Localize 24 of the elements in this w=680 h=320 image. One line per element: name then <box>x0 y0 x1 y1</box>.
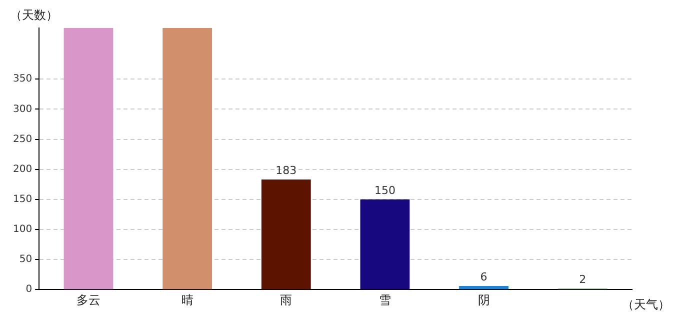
y-tick-label: 0 <box>26 284 32 296</box>
y-tick-label: 350 <box>12 74 32 85</box>
bar <box>162 28 212 290</box>
y-axis-title: （天数） <box>10 8 58 22</box>
bar <box>459 286 508 290</box>
data-label: 150 <box>374 184 396 197</box>
y-tick-label: 50 <box>19 254 32 266</box>
bar <box>64 28 114 290</box>
x-tick-label: 多云 <box>76 292 100 307</box>
bar <box>360 199 410 290</box>
data-label: 2 <box>579 272 586 286</box>
x-tick-label: 晴 <box>181 292 194 307</box>
data-label: 6 <box>480 270 488 284</box>
y-tick-label: 250 <box>12 134 32 145</box>
x-tick-label: 雪 <box>378 292 391 307</box>
y-tick-label: 200 <box>12 164 32 175</box>
y-tick-label: 300 <box>12 104 32 115</box>
x-tick-label: 雨 <box>280 292 292 307</box>
x-axis-title: （天气） <box>622 298 670 312</box>
y-tick-label: 150 <box>12 194 32 205</box>
y-tick-label: 100 <box>12 224 32 236</box>
bar <box>261 180 311 290</box>
data-label: 183 <box>276 164 297 177</box>
x-tick-label: 阴 <box>478 292 490 307</box>
